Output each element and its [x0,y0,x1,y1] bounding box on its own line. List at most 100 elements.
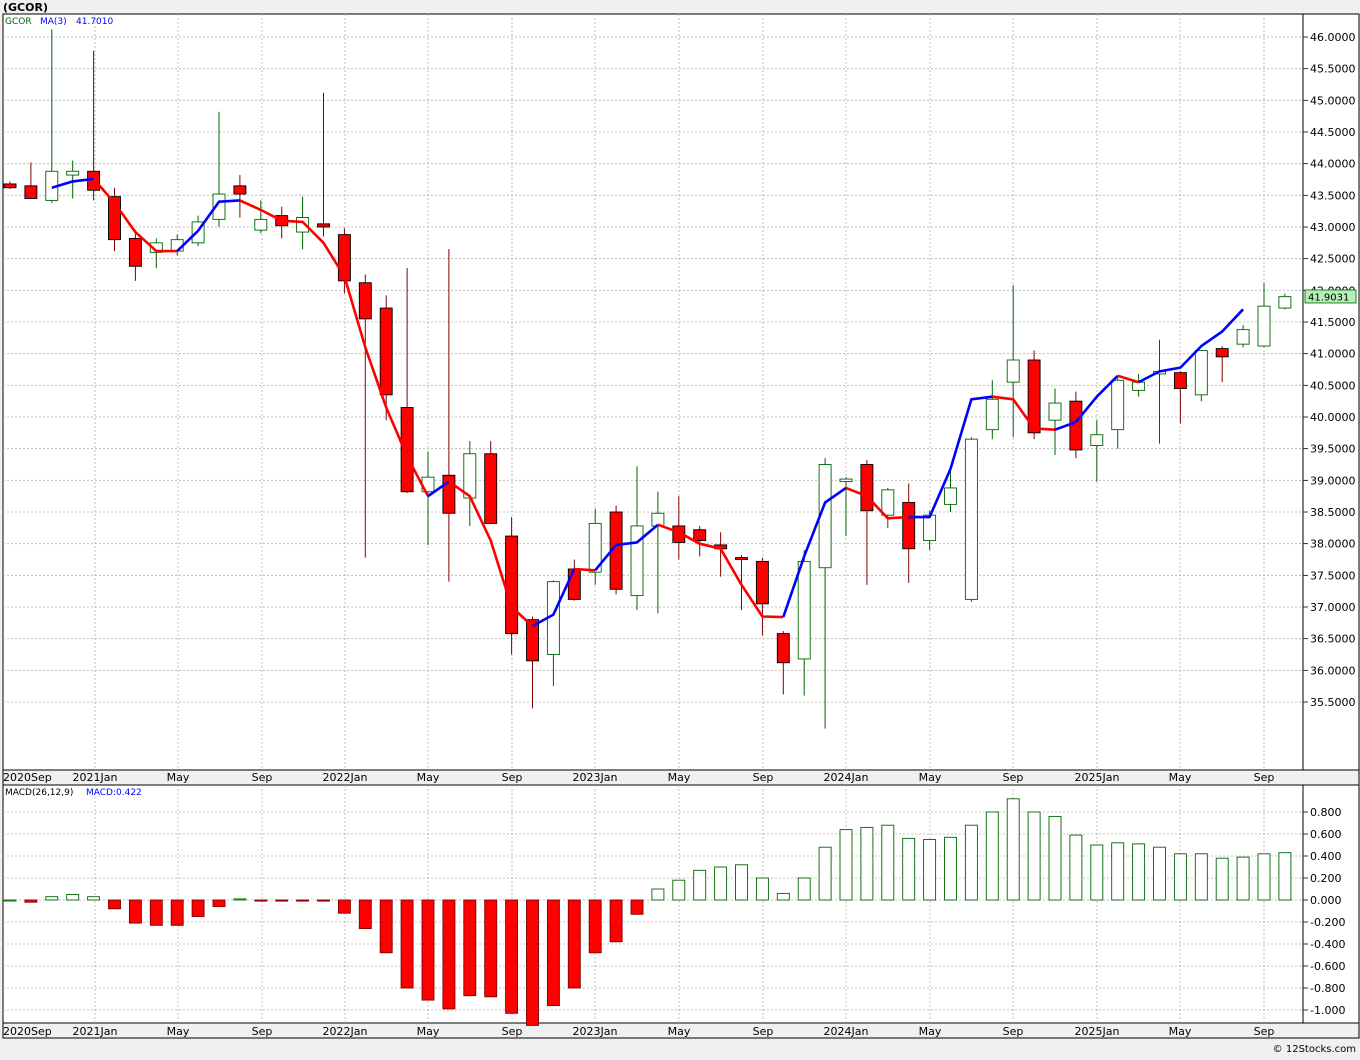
candle [1111,377,1125,449]
macd-y-tick-label: 0.400 [1310,850,1342,863]
price-x-tick-label: May [668,771,691,784]
candle-body [1132,381,1146,391]
macd-x-tick-label: May [1169,1025,1192,1038]
macd-bar [1236,856,1250,901]
candle-body [484,453,498,524]
ma3-segment [427,480,450,498]
macd-bar [1278,852,1292,901]
macd-bar [421,899,435,1001]
price-x-tick-label: 2020Sep [3,771,52,784]
price-x-tick-label: Sep [1254,771,1275,784]
candle-body [860,464,874,512]
candle-body [358,282,372,320]
candle-body [24,185,38,199]
macd-bar [609,899,623,943]
price-x-tick-label: Sep [753,771,774,784]
candle [3,181,17,189]
price-x-tick-label: May [919,771,942,784]
candle-body [735,557,748,560]
macd-x-tick-label: 2023Jan [573,1025,618,1038]
macd-bar [212,899,226,908]
price-y-tick-label: 42.5000 [1310,253,1356,266]
candle-body [3,183,17,189]
candle [1257,282,1271,348]
price-y-tick-label: 43.0000 [1310,221,1356,234]
price-x-tick-label: Sep [252,771,273,784]
macd-bar [337,899,351,914]
macd-bar [797,877,811,901]
candle [233,175,247,218]
candle-body [1236,329,1250,345]
last-price-badge: 41.9031 [1304,289,1357,303]
macd-x-tick-label: Sep [1003,1025,1024,1038]
price-y-tick-label: 44.5000 [1310,126,1356,139]
price-y-tick-label: 45.0000 [1310,94,1356,107]
price-grid [3,14,1303,770]
candle [964,437,978,602]
macd-bar [442,899,456,1010]
macd-bar [66,894,80,901]
macd-y-tick-label: -0.600 [1310,960,1345,973]
candle [693,525,707,557]
candle [588,508,602,585]
candle-body [1257,305,1271,347]
price-y-tick-label: 43.5000 [1310,189,1356,202]
candle [985,380,999,440]
macd-bar [463,899,477,997]
candle-body [1278,296,1292,309]
macd-bar [108,899,121,910]
macd-y-tick-label: 0.000 [1310,894,1342,907]
candle-body [526,619,539,662]
candle-body [337,234,351,282]
ma3-segment [1054,374,1119,431]
price-x-tick-label: 2023Jan [573,771,618,784]
price-y-tick-label: 35.5000 [1310,696,1356,709]
ma3-line [51,177,1245,628]
macd-bar [567,899,581,989]
candle [776,631,790,695]
price-y-tick-label: 39.5000 [1310,443,1356,456]
candle [1278,293,1292,310]
candle-body [317,223,330,228]
macd-bar [735,864,748,901]
price-y-tick-label: 39.0000 [1310,474,1356,487]
macd-xaxis-band [2,1022,1360,1039]
candle-body [567,568,581,600]
candle [254,200,268,234]
macd-bar [923,839,937,901]
ma3-segment [531,568,576,628]
candle [902,483,916,583]
macd-bar [714,866,728,901]
macd-legend-label: MACD(26,12,9) [5,788,73,798]
ma3-segment [448,480,534,627]
price-y-tick-label: 40.5000 [1310,379,1356,392]
macd-x-tick-label: 2025Jan [1075,1025,1120,1038]
candle-body [588,522,602,573]
macd-bar [985,811,999,901]
macd-y-tick-label: -0.800 [1310,982,1345,995]
macd-bar [1194,853,1208,901]
candle [421,451,435,545]
candle-body [985,398,999,431]
candle [24,162,38,199]
last-price-label: 41.9031 [1308,292,1349,303]
ma3-segment [594,523,659,572]
macd-legend-value: MACD:0.422 [86,788,142,798]
ma3-segment [992,395,1056,431]
candle-body [1215,348,1229,358]
macd-x-tick-label: Sep [252,1025,273,1038]
macd-x-tick-labels: 2020Sep 2021Jan May Sep 2022Jan May Sep 2023Jan… [3,1025,1274,1038]
macd-bar [1006,798,1020,901]
macd-x-tick-label: Sep [753,1025,774,1038]
macd-bar [1257,853,1271,901]
macd-bar [233,898,247,901]
macd-bar [149,899,163,926]
price-y-tick-label: 41.5000 [1310,316,1356,329]
macd-bar [45,896,59,901]
candle [1215,346,1229,383]
candle-body [1194,350,1208,396]
ma3-segment [176,199,240,253]
macd-y-tick-label: 0.200 [1310,872,1342,885]
macd-bar [484,899,498,998]
